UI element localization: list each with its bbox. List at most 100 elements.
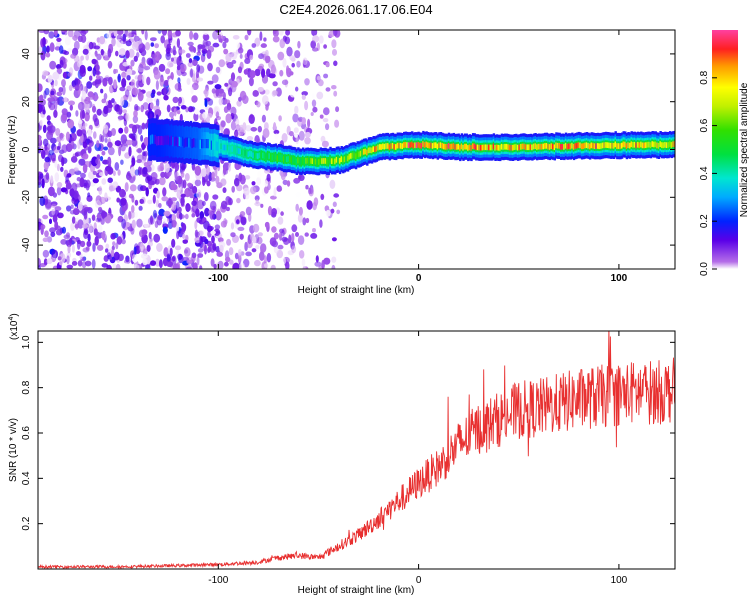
spectrogram-cell bbox=[110, 233, 116, 240]
spectrogram-cell bbox=[163, 210, 171, 217]
spectrogram-ridge-cell bbox=[311, 158, 314, 164]
spectrogram-cell bbox=[137, 147, 142, 154]
spectrogram-cell bbox=[38, 134, 42, 144]
spectrogram-cell bbox=[79, 67, 85, 74]
spectrogram-cell bbox=[175, 30, 181, 37]
spectrogram-cell bbox=[323, 257, 331, 265]
spectrogram-ridge-cell bbox=[511, 144, 515, 151]
spectrogram-ridge-cell bbox=[606, 142, 609, 148]
spectrogram-cell bbox=[212, 242, 217, 251]
spectrogram-cell bbox=[272, 90, 278, 96]
x-tick-label: 100 bbox=[611, 575, 628, 586]
spectrogram-cell bbox=[60, 239, 68, 245]
spectrogram-cell bbox=[195, 231, 200, 238]
spectrogram-cell bbox=[56, 37, 62, 42]
spectrogram-cell bbox=[237, 249, 242, 256]
spectrogram-cell bbox=[117, 115, 124, 120]
spectrogram-cell bbox=[107, 156, 112, 167]
spectrogram-cell bbox=[85, 179, 91, 188]
spectrogram-ridge-cell bbox=[332, 158, 335, 164]
spectrogram-cell bbox=[206, 180, 211, 187]
y-tick-label: 0.2 bbox=[21, 516, 32, 530]
spectrogram-cell bbox=[86, 81, 93, 89]
spectrogram-cell bbox=[107, 177, 113, 183]
spectrogram-cell bbox=[143, 218, 150, 228]
spectrogram-ridge-cell bbox=[169, 137, 172, 147]
spectrogram-ridge-cell bbox=[528, 144, 531, 151]
spectrogram-cell bbox=[124, 126, 129, 134]
spectrogram-cell bbox=[74, 84, 80, 91]
spectrogram-ridge-cell bbox=[241, 149, 244, 156]
spectrogram-cell bbox=[62, 71, 67, 79]
spectrogram-cell bbox=[220, 120, 226, 128]
spectrogram-cell bbox=[171, 219, 177, 228]
spectrogram-cell bbox=[302, 57, 308, 66]
spectrogram-ridge-cell bbox=[217, 141, 220, 151]
spectrogram-cell bbox=[331, 39, 337, 49]
spectrogram-cell bbox=[75, 110, 79, 117]
spectrogram-cell bbox=[187, 182, 193, 187]
spectrogram-cell bbox=[95, 64, 100, 72]
spectrogram-cell bbox=[291, 62, 296, 68]
spectrogram-ridge-cell bbox=[500, 143, 504, 150]
spectrogram-cell bbox=[76, 129, 83, 137]
spectrogram-cell bbox=[71, 244, 75, 253]
spectrogram-cell bbox=[105, 243, 110, 250]
spectrogram-cell bbox=[117, 73, 121, 83]
spectrogram-cell bbox=[46, 115, 51, 121]
spectrogram-ridge-cell bbox=[194, 138, 197, 148]
spectrogram-cell bbox=[195, 70, 199, 79]
spectrogram-cell bbox=[59, 59, 64, 68]
spectrogram-cell bbox=[125, 40, 132, 47]
spectrogram-cell bbox=[234, 129, 239, 138]
spectrogram-cell bbox=[247, 30, 252, 36]
spectrogram-cell bbox=[269, 237, 277, 247]
spectrogram-cell bbox=[206, 166, 211, 176]
spectrogram-ridge-cell bbox=[202, 139, 206, 149]
spectrogram-cell bbox=[92, 242, 96, 252]
spectrogram-cell bbox=[301, 91, 309, 96]
spectrogram-cell bbox=[252, 90, 259, 97]
spectrogram-cell bbox=[145, 187, 149, 197]
spectrogram-ridge-cell bbox=[523, 143, 526, 150]
spectrogram-ridge-cell bbox=[172, 137, 175, 147]
spectrogram-cell bbox=[45, 172, 50, 181]
spectrogram-heatmap bbox=[38, 30, 675, 269]
spectrogram-cell bbox=[47, 74, 53, 83]
spectrogram-cell bbox=[92, 171, 97, 175]
spectrogram-cell bbox=[69, 104, 74, 111]
spectrogram-cell bbox=[301, 94, 306, 100]
spectrogram-cell bbox=[159, 77, 165, 87]
spectrogram-cell bbox=[71, 261, 78, 266]
spectrogram-ridge-cell bbox=[481, 144, 484, 151]
spectrogram-cell bbox=[116, 236, 123, 245]
spectrogram-cell bbox=[204, 207, 210, 217]
spectrogram-cell bbox=[212, 42, 220, 48]
spectrogram-ridge-cell bbox=[196, 138, 199, 148]
spectrogram-cell bbox=[135, 133, 139, 141]
spectrogram-ridge-cell bbox=[470, 145, 473, 151]
spectrogram-ridge-cell bbox=[244, 150, 247, 156]
spectrogram-cell bbox=[196, 51, 202, 56]
spectrogram-cell bbox=[207, 113, 213, 118]
spectrogram-cell bbox=[160, 171, 166, 178]
spectrogram-ridge-cell bbox=[540, 143, 544, 150]
spectrogram-cell bbox=[111, 128, 116, 136]
spectrogram-cell bbox=[239, 90, 247, 101]
spectrogram-cell bbox=[225, 53, 232, 63]
spectrogram-ridge-cell bbox=[425, 141, 428, 148]
spectrogram-cell bbox=[56, 182, 63, 188]
spectrogram-cell bbox=[82, 48, 89, 55]
spectrogram-cell bbox=[334, 119, 340, 128]
spectrogram-ridge-cell bbox=[319, 157, 322, 164]
spectrogram-cell bbox=[49, 218, 52, 224]
spectrogram-cell bbox=[52, 71, 60, 80]
spectrogram-ridge-cell bbox=[220, 143, 223, 150]
spectrogram-cell bbox=[143, 162, 149, 167]
spectrogram-cell bbox=[83, 230, 89, 240]
spectrogram-cell bbox=[325, 209, 331, 217]
spectrogram-ridge-cell bbox=[165, 135, 169, 145]
spectrogram-cell bbox=[245, 175, 251, 180]
spectrogram-cell bbox=[42, 214, 49, 220]
spectrogram-cell bbox=[116, 30, 124, 35]
